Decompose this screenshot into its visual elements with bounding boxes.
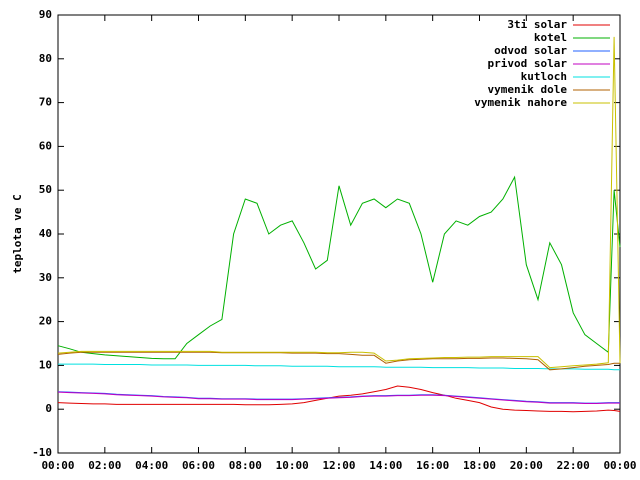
y-tick-label: 10 xyxy=(39,358,52,371)
y-tick-label: 80 xyxy=(39,52,52,65)
x-tick-label: 12:00 xyxy=(322,459,355,472)
x-tick-label: 00:00 xyxy=(41,459,74,472)
y-tick-label: 30 xyxy=(39,271,52,284)
x-tick-label: 04:00 xyxy=(135,459,168,472)
legend-label: 3ti solar xyxy=(507,18,567,31)
x-tick-label: 10:00 xyxy=(276,459,309,472)
series-line xyxy=(57,391,620,404)
x-tick-label: 18:00 xyxy=(463,459,496,472)
y-tick-label: 90 xyxy=(39,8,52,21)
series-line xyxy=(58,363,620,371)
x-tick-label: 22:00 xyxy=(557,459,590,472)
x-tick-label: 06:00 xyxy=(182,459,215,472)
series-line xyxy=(57,175,621,360)
x-tick-label: 14:00 xyxy=(369,459,402,472)
y-tick-label: 50 xyxy=(39,183,52,196)
y-tick-label: 40 xyxy=(39,227,52,240)
legend-label: kutloch xyxy=(521,70,567,83)
series-line xyxy=(57,36,621,369)
x-tick-label: 02:00 xyxy=(88,459,121,472)
y-tick-label: 60 xyxy=(39,139,52,152)
y-tick-label: 70 xyxy=(39,96,52,109)
legend-label: odvod solar xyxy=(494,44,567,57)
x-tick-label: 20:00 xyxy=(510,459,543,472)
legend-label: vymenik dole xyxy=(488,83,568,96)
series-line xyxy=(57,385,621,413)
series-line xyxy=(57,351,620,371)
y-tick-label: 0 xyxy=(45,402,52,415)
y-tick-label: 20 xyxy=(39,315,52,328)
legend-label: privod solar xyxy=(488,57,568,70)
y-tick-label: -10 xyxy=(32,446,52,459)
x-tick-label: 16:00 xyxy=(416,459,449,472)
x-tick-label: 08:00 xyxy=(229,459,262,472)
x-tick-label: 00:00 xyxy=(603,459,636,472)
legend-label: kotel xyxy=(534,31,567,44)
y-axis-label: teplota ve C xyxy=(11,194,24,273)
legend-label: vymenik nahore xyxy=(474,96,567,109)
